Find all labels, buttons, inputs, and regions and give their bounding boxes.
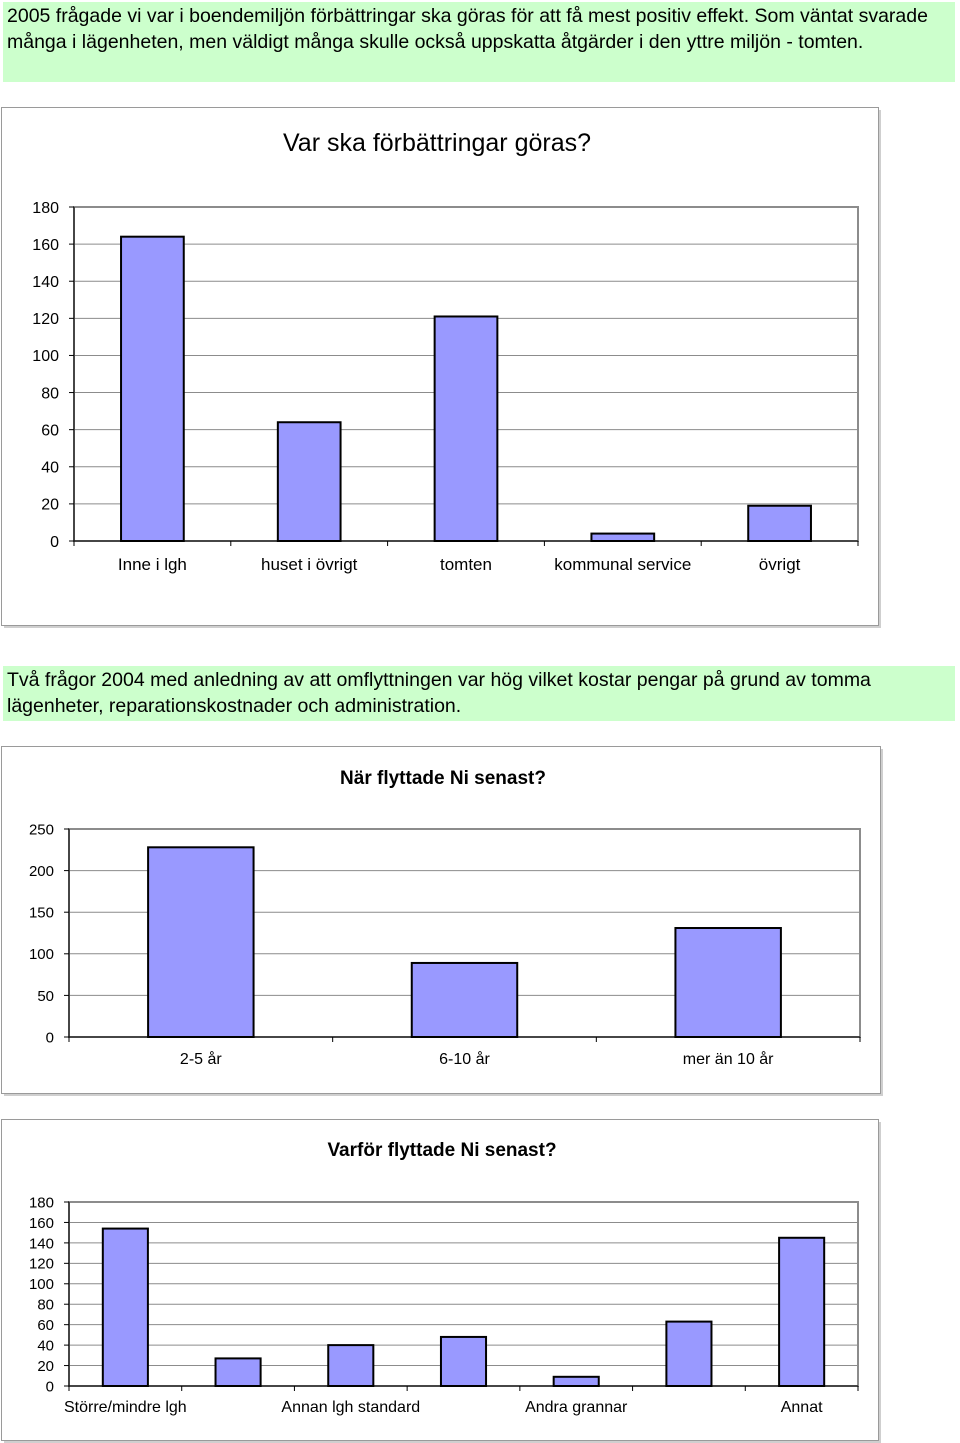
y-tick-label: 20 xyxy=(41,497,59,514)
x-category-label: 6-10 år xyxy=(439,1050,490,1068)
bar xyxy=(120,235,185,542)
chart-move-reason: Varför flyttade Ni senast? 0 20 40 60 80 100 12… xyxy=(1,1119,881,1443)
second-note: Två frågor 2004 med anledning av att omf… xyxy=(3,666,955,721)
bar xyxy=(665,1320,713,1388)
y-tick-label: 180 xyxy=(32,200,59,217)
intro-note-text: 2005 frågade vi var i boendemiljön förbä… xyxy=(7,5,928,53)
y-tick-label: 120 xyxy=(29,1256,54,1273)
x-category-label: Annan lgh standard xyxy=(281,1399,420,1416)
bar xyxy=(433,315,499,542)
y-tick-label: 60 xyxy=(41,422,59,439)
x-category-label: mer än 10 år xyxy=(683,1050,774,1068)
chart-svg: Varför flyttade Ni senast? 0 20 40 60 80 100 12… xyxy=(1,1119,881,1443)
x-category-label: Större/mindre lgh xyxy=(64,1399,187,1416)
bar xyxy=(101,1227,149,1387)
y-tick-label: 180 xyxy=(29,1194,54,1211)
chart-title: Var ska förbättringar göras? xyxy=(283,129,591,157)
y-tick-label: 40 xyxy=(37,1338,54,1355)
y-tick-label: 120 xyxy=(32,311,59,328)
x-category-label: Inne i lgh xyxy=(118,555,187,574)
bar xyxy=(778,1236,826,1388)
bar xyxy=(147,846,255,1038)
x-category-label: tomten xyxy=(440,555,492,574)
bar xyxy=(439,1335,488,1387)
x-category-label: kommunal service xyxy=(554,555,691,574)
bar xyxy=(214,1357,262,1387)
y-tick-label: 80 xyxy=(41,385,59,402)
y-tick-label: 140 xyxy=(32,274,59,291)
chart-title: När flyttade Ni senast? xyxy=(340,768,546,789)
chart-improvements: Var ska förbättringar göras? 0 20 40 60 80 100… xyxy=(1,107,881,628)
chart-svg: Var ska förbättringar göras? 0 20 40 60 80 100… xyxy=(1,107,881,628)
y-tick-label: 0 xyxy=(50,534,59,551)
x-category-label: 2-5 år xyxy=(180,1050,222,1068)
x-category-label: Andra grannar xyxy=(525,1399,628,1416)
y-tick-label: 60 xyxy=(37,1317,54,1334)
second-note-text: Två frågor 2004 med anledning av att omf… xyxy=(7,669,871,717)
y-tick-label: 0 xyxy=(46,1029,54,1046)
y-tick-label: 100 xyxy=(32,348,59,365)
y-tick-label: 0 xyxy=(46,1378,54,1395)
y-tick-label: 50 xyxy=(37,988,54,1005)
y-tick-label: 40 xyxy=(41,460,59,477)
y-tick-label: 140 xyxy=(29,1235,54,1252)
chart-title: Varför flyttade Ni senast? xyxy=(327,1140,556,1161)
y-tick-label: 20 xyxy=(37,1358,54,1375)
intro-note: 2005 frågade vi var i boendemiljön förbä… xyxy=(3,2,955,82)
y-tick-label: 160 xyxy=(29,1215,54,1232)
chart-last-move: När flyttade Ni senast? 0 50 100 150 200 250 2-… xyxy=(1,746,883,1096)
bar xyxy=(552,1375,600,1387)
y-tick-label: 80 xyxy=(37,1297,54,1314)
chart-svg: När flyttade Ni senast? 0 50 100 150 200 250 2-… xyxy=(1,746,883,1096)
x-category-label: huset i övrigt xyxy=(261,555,358,574)
y-tick-label: 150 xyxy=(29,905,54,922)
bar xyxy=(590,532,656,543)
bar xyxy=(276,421,342,542)
x-category-label: övrigt xyxy=(759,555,801,574)
y-tick-label: 200 xyxy=(29,863,54,880)
y-tick-label: 250 xyxy=(29,821,54,838)
x-category-label: Annat xyxy=(781,1399,823,1416)
y-tick-label: 100 xyxy=(29,946,54,963)
bar xyxy=(410,961,519,1038)
bar xyxy=(327,1344,375,1388)
y-tick-label: 100 xyxy=(29,1276,54,1293)
bar xyxy=(674,927,782,1038)
y-tick-label: 160 xyxy=(32,237,59,254)
bar xyxy=(747,504,812,542)
